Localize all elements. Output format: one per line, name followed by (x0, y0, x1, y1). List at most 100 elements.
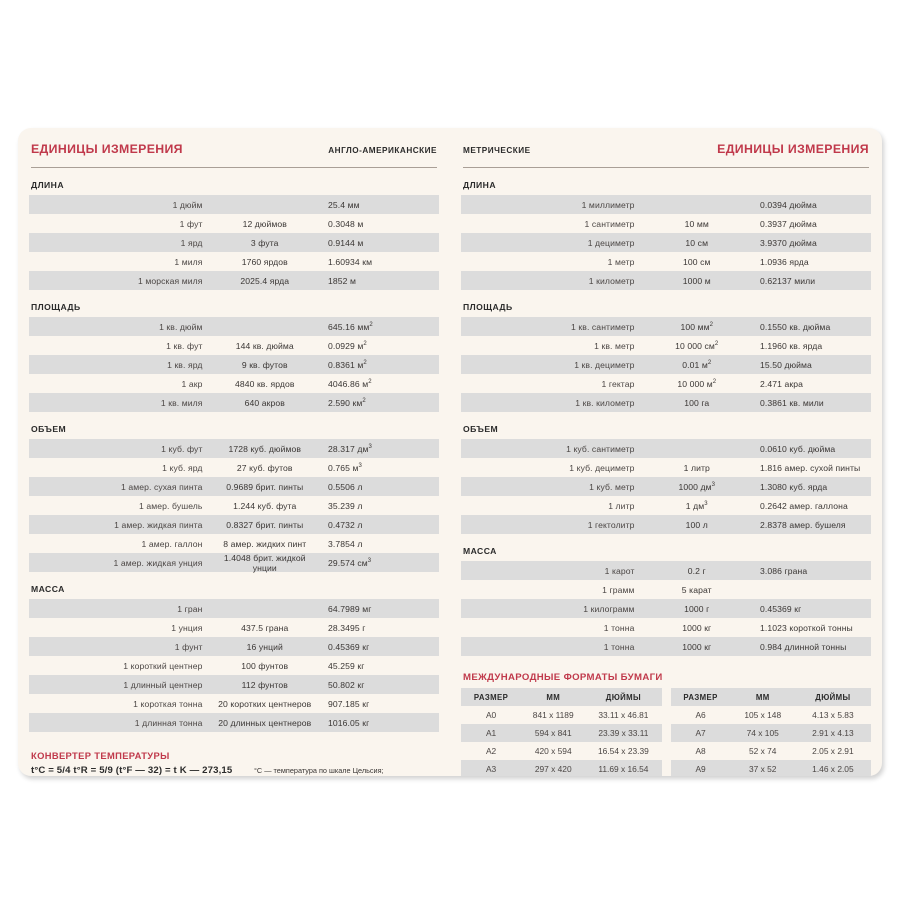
cell-3: 0.1550 кв. дюйма (760, 321, 831, 332)
section-объем: ОБЪЕМ 1 куб. фут 1728 куб. дюймов 28.317 дм… (29, 424, 439, 573)
table-row: 1 кв. сантиметр 100 мм2 0.1550 кв. дюйма (461, 317, 871, 336)
cell-2: 100 га (684, 397, 710, 408)
cell-2: 640 акров (244, 397, 285, 408)
table-row: 1 куб. сантиметр 0.0610 куб. дюйма (461, 439, 871, 458)
table-row: 1 амер. жидкая пинта 0.8327 брит. пинты 0.… (29, 515, 439, 534)
right-brand-title: ЕДИНИЦЫ ИЗМЕРЕНИЯ (717, 142, 869, 156)
cell-2: 5 карат (681, 584, 712, 595)
column-header: РАЗМЕР (683, 692, 718, 702)
cell-1: A8 (695, 746, 706, 756)
cell-2: 1000 г (684, 603, 710, 614)
cell-3: 16.54 x 23.39 (598, 746, 649, 756)
cell-3: 3.9370 дюйма (760, 237, 817, 248)
cell-1: 1 унция (171, 622, 203, 633)
table-row: 1 килограмм 1000 г 0.45369 кг (461, 599, 871, 618)
section-объем: ОБЪЕМ 1 куб. сантиметр 0.0610 куб. дюйма 1 … (461, 424, 871, 534)
cell-2: 0.8327 брит. пинты (226, 519, 304, 530)
cell-1: 1 кв. ярд (167, 359, 203, 370)
cell-3: 1852 м (328, 275, 357, 286)
cell-1: 1 короткий центнер (123, 660, 203, 671)
metric-column: МЕТРИЧЕСКИЕ ЕДИНИЦЫ ИЗМЕРЕНИЯ ДЛИНА 1 мил… (450, 128, 882, 776)
cell-3: 28.317 дм3 (328, 443, 372, 454)
table-row: 1 амер. жидкая унция 1.4048 брит. жидкой … (29, 552, 439, 573)
cell-1: 1 миля (174, 256, 203, 267)
cell-3: 1.46 x 2.05 (812, 764, 854, 774)
conversion-rows: 1 куб. сантиметр 0.0610 куб. дюйма 1 куб. … (461, 439, 871, 534)
cell-1: A7 (695, 728, 706, 738)
cell-1: 1 кв. миля (160, 397, 203, 408)
section-title: ДЛИНА (463, 180, 496, 190)
cell-2: 105 x 148 (744, 710, 782, 720)
cell-1: 1 амер. сухая пинта (120, 481, 203, 492)
cell-3: 0.765 м3 (328, 462, 362, 473)
cell-2: 37 x 52 (748, 764, 777, 774)
cell-2: 112 фунтов (241, 679, 288, 690)
cell-3: 1.0936 ярда (760, 256, 809, 267)
table-row: 1 кв. дециметр 0.01 м2 15.50 дюйма (461, 355, 871, 374)
cell-3: 0.0929 м2 (328, 340, 367, 351)
anglo-american-column: ЕДИНИЦЫ ИЗМЕРЕНИЯ АНГЛО-АМЕРИКАНСКИЕ ДЛИ… (18, 128, 450, 776)
table-row: A9 37 x 52 1.46 x 2.05 (670, 760, 871, 776)
left-sections: ДЛИНА 1 дюйм 25.4 мм 1 фут 12 дюймов 0.3048 м… (29, 180, 439, 732)
cell-1: 1 куб. сантиметр (566, 443, 635, 454)
cell-2: 100 см (682, 256, 711, 267)
cell-3: 11.69 x 16.54 (598, 764, 649, 774)
cell-3: 2.91 x 4.13 (812, 728, 854, 738)
table-row: 1 длинная тонна 20 длинных центнеров 1016.… (29, 713, 439, 732)
cell-2: 10 мм (684, 218, 709, 229)
cell-3: 0.5506 л (328, 481, 363, 492)
cell-1: A6 (695, 710, 706, 720)
table-row: 1 грамм 5 карат (461, 580, 871, 599)
cell-1: 1 короткая тонна (133, 698, 203, 709)
cell-1: 1 дюйм (172, 199, 203, 210)
paper-table-header: РАЗМЕР ММ ДЮЙМЫ (461, 688, 662, 706)
cell-2: 1 дм3 (685, 500, 708, 511)
cell-1: 1 гектолитр (587, 519, 635, 530)
section-длина: ДЛИНА 1 миллиметр 0.0394 дюйма 1 сантиметр 1… (461, 180, 871, 290)
table-row: 1 унция 437.5 грана 28.3495 г (29, 618, 439, 637)
cell-3: 0.4732 л (328, 519, 363, 530)
cell-1: 1 амер. бушель (139, 500, 203, 511)
cell-3: 1.60934 км (328, 256, 373, 267)
table-row: A6 105 x 148 4.13 x 5.83 (671, 706, 872, 724)
cell-3: 15.50 дюйма (760, 359, 812, 370)
cell-2: 12 дюймов (242, 218, 287, 229)
cell-1: 1 кв. сантиметр (571, 321, 635, 332)
cell-3: 4046.86 м2 (328, 378, 372, 389)
table-row: 1 кв. ярд 9 кв. футов 0.8361 м2 (29, 355, 439, 374)
cell-1: 1 килограмм (583, 603, 635, 614)
section-title: МАССА (31, 584, 65, 594)
cell-1: 1 карот (604, 565, 635, 576)
cell-2: 437.5 грана (241, 622, 289, 633)
section-title: МАССА (463, 546, 497, 556)
left-header: ЕДИНИЦЫ ИЗМЕРЕНИЯ АНГЛО-АМЕРИКАНСКИЕ (31, 142, 437, 162)
conversion-rows: 1 куб. фут 1728 куб. дюймов 28.317 дм3 1 ку… (29, 439, 439, 573)
cell-1: 1 куб. дециметр (569, 462, 635, 473)
table-row: 1 метр 100 см 1.0936 ярда (461, 252, 871, 271)
cell-2: 1.4048 брит. жидкой унции (223, 552, 306, 573)
table-row: 1 тонна 1000 кг 1.1023 короткой тонны (461, 618, 871, 637)
cell-3: 64.7989 мг (328, 603, 372, 614)
table-row: 1 гектар 10 000 м2 2.471 акра (461, 374, 871, 393)
cell-2: 1000 кг (682, 622, 712, 633)
cell-1: 1 морская миля (138, 275, 203, 286)
section-title: ПЛОЩАДЬ (463, 302, 513, 312)
table-row: 1 кв. фут 144 кв. дюйма 0.0929 м2 (29, 336, 439, 355)
reference-card: ЕДИНИЦЫ ИЗМЕРЕНИЯ АНГЛО-АМЕРИКАНСКИЕ ДЛИ… (18, 128, 882, 776)
cell-1: 1 амер. галлон (141, 538, 203, 549)
cell-1: 1 акр (181, 378, 203, 389)
cell-3: 2.05 x 2.91 (812, 746, 854, 756)
cell-1: A3 (485, 764, 497, 774)
cell-2: 420 x 594 (534, 746, 572, 756)
cell-2: 10 000 м2 (677, 378, 717, 389)
cell-1: 1 длинный центнер (123, 679, 203, 690)
cell-2: 1728 куб. дюймов (228, 443, 302, 454)
cell-1: 1 кв. километр (575, 397, 635, 408)
table-row: 1 куб. ярд 27 куб. футов 0.765 м3 (29, 458, 439, 477)
cell-1: 1 грамм (602, 584, 635, 595)
table-row: A2 420 x 594 16.54 x 23.39 (461, 742, 662, 760)
table-row: 1 ярд 3 фута 0.9144 м (29, 233, 439, 252)
left-header-divider (31, 167, 437, 168)
table-row: 1 куб. дециметр 1 литр 1.816 амер. сухой п… (461, 458, 871, 477)
table-row: 1 миля 1760 ярдов 1.60934 км (29, 252, 439, 271)
